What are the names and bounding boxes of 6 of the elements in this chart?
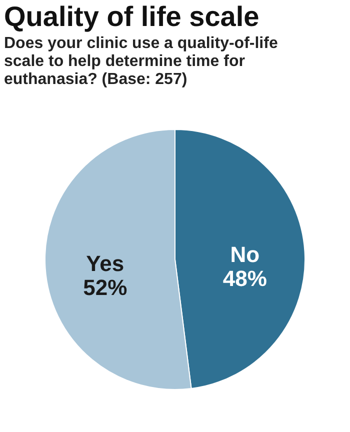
data-label: 48% <box>222 266 267 292</box>
data-label: 52% <box>83 274 128 300</box>
slice-label: Yes <box>86 250 124 276</box>
slice-label: No <box>230 242 260 268</box>
chart-title: Quality of life scale <box>4 1 260 32</box>
chart-subtitle: Does your clinic use a quality-of-life scale to help determine time for euthanasia? (Base: 257) <box>4 35 278 88</box>
